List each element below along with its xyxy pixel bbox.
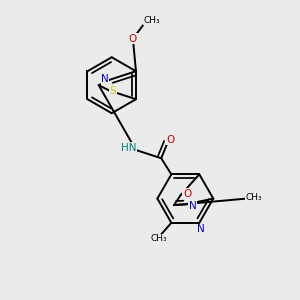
Text: CH₃: CH₃ bbox=[151, 234, 167, 243]
Text: N: N bbox=[197, 224, 205, 234]
Text: CH₃: CH₃ bbox=[246, 194, 262, 202]
Text: O: O bbox=[129, 34, 137, 44]
Text: N: N bbox=[101, 74, 109, 84]
Text: HN: HN bbox=[121, 143, 136, 153]
Text: N: N bbox=[188, 201, 196, 211]
Text: CH₃: CH₃ bbox=[143, 16, 160, 25]
Text: O: O bbox=[183, 189, 191, 199]
Text: O: O bbox=[167, 135, 175, 145]
Text: S: S bbox=[110, 86, 116, 96]
